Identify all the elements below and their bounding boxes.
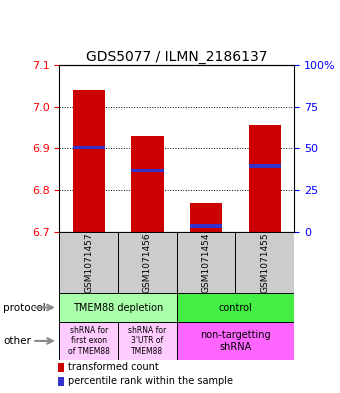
Bar [177,322,294,360]
Text: GSM1071454: GSM1071454 [202,232,210,292]
Bar [57,362,64,372]
Bar [190,203,222,232]
Bar [249,164,281,167]
Bar [131,169,164,172]
Bar [59,322,118,360]
Bar [57,376,64,386]
Title: GDS5077 / ILMN_2186137: GDS5077 / ILMN_2186137 [86,50,268,64]
Bar [118,322,177,360]
Bar [118,232,177,293]
Bar [73,146,105,149]
Text: GSM1071456: GSM1071456 [143,232,152,293]
Bar [235,232,294,293]
Bar [177,232,235,293]
Text: other: other [3,336,31,346]
Bar [59,232,118,293]
Bar [249,125,281,232]
Bar [190,224,222,228]
Text: transformed count: transformed count [68,362,159,372]
Bar [59,293,177,322]
Text: shRNA for
3'UTR of
TMEM88: shRNA for 3'UTR of TMEM88 [129,326,167,356]
Bar [73,90,105,232]
Text: GSM1071457: GSM1071457 [84,232,93,293]
Text: control: control [219,303,252,312]
Text: percentile rank within the sample: percentile rank within the sample [68,376,233,386]
Bar [177,293,294,322]
Bar [131,136,164,232]
Text: TMEM88 depletion: TMEM88 depletion [73,303,163,312]
Text: shRNA for
first exon
of TMEM88: shRNA for first exon of TMEM88 [68,326,110,356]
Text: non-targetting
shRNA: non-targetting shRNA [200,330,271,352]
Text: protocol: protocol [3,303,46,312]
Text: GSM1071455: GSM1071455 [260,232,269,293]
